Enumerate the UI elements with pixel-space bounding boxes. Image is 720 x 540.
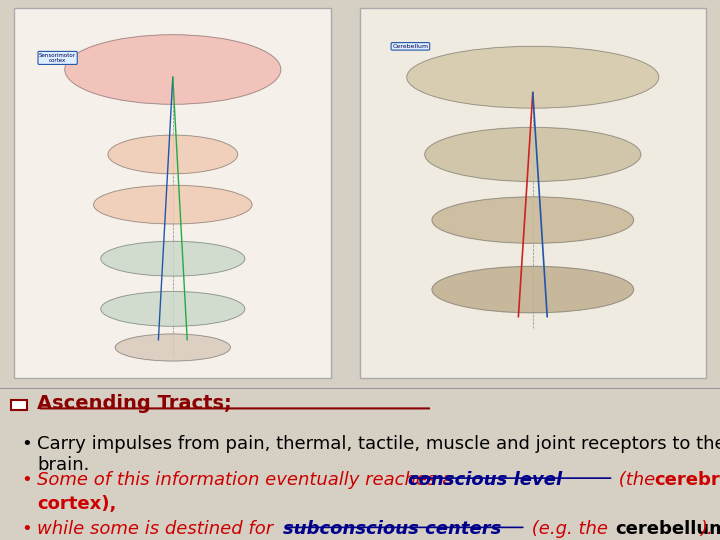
Text: subconscious centers: subconscious centers <box>283 520 501 538</box>
Ellipse shape <box>101 241 245 276</box>
Text: •: • <box>22 471 32 489</box>
Text: cerebellum: cerebellum <box>616 520 720 538</box>
Text: Carry impulses from pain, thermal, tactile, muscle and joint receptors to the
br: Carry impulses from pain, thermal, tacti… <box>37 435 720 474</box>
Ellipse shape <box>432 197 634 243</box>
Ellipse shape <box>65 35 281 104</box>
Text: (the: (the <box>613 471 662 489</box>
Ellipse shape <box>432 266 634 313</box>
Ellipse shape <box>115 334 230 361</box>
Ellipse shape <box>101 292 245 326</box>
Text: (e.g. the: (e.g. the <box>526 520 613 538</box>
Text: Ascending Tracts;: Ascending Tracts; <box>37 394 232 413</box>
Ellipse shape <box>108 135 238 174</box>
Text: •: • <box>22 520 32 538</box>
Ellipse shape <box>425 127 641 181</box>
FancyBboxPatch shape <box>360 8 706 379</box>
Text: Sensorimotor
cortex: Sensorimotor cortex <box>39 52 76 63</box>
Text: cerebral: cerebral <box>654 471 720 489</box>
Ellipse shape <box>94 185 252 224</box>
FancyBboxPatch shape <box>11 400 27 410</box>
Text: cortex),: cortex), <box>37 495 117 514</box>
Text: Some of this information eventually reaches a: Some of this information eventually reac… <box>37 471 459 489</box>
Text: Cerebellum: Cerebellum <box>392 44 428 49</box>
Text: conscious level: conscious level <box>408 471 562 489</box>
Text: while some is destined for: while some is destined for <box>37 520 279 538</box>
Text: ).: ). <box>700 520 713 538</box>
Ellipse shape <box>407 46 659 108</box>
FancyBboxPatch shape <box>14 8 331 379</box>
Text: •: • <box>22 435 32 454</box>
